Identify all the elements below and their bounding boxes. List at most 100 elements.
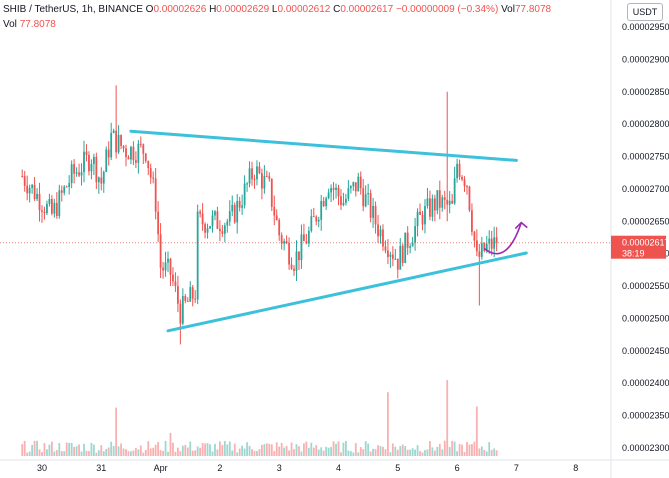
candle-body: [475, 240, 478, 252]
volume-bar: [209, 444, 211, 456]
volume-bar: [60, 451, 63, 456]
volume-bar: [90, 442, 93, 456]
candle-body: [132, 146, 135, 161]
volume-bar: [58, 443, 61, 456]
x-tick-label: 3: [277, 463, 282, 473]
candle-body: [55, 202, 58, 216]
candle-body: [46, 203, 48, 214]
volume-bar: [285, 445, 288, 456]
volume-bar: [483, 450, 486, 456]
candle-body: [134, 160, 137, 163]
candle-body: [221, 231, 224, 234]
volume-bar: [283, 447, 286, 456]
candle-body: [310, 216, 313, 231]
volume-bar: [125, 449, 127, 456]
trendline[interactable]: [129, 129, 518, 162]
candle-body: [70, 164, 73, 184]
candle-body: [63, 186, 66, 193]
volume-bar: [41, 452, 43, 456]
candle-body: [169, 258, 172, 275]
ohlc-legend: SHIB / TetherUS, 1h, BINANCE O0.00002626…: [3, 4, 551, 15]
candle-body: [33, 184, 36, 200]
candle-body: [58, 190, 61, 217]
volume-bar: [85, 450, 88, 456]
volume-bar: [68, 442, 71, 456]
candle-body: [438, 190, 441, 208]
candle-body: [137, 143, 140, 163]
volume-bar: [167, 451, 169, 456]
close-label: C: [333, 4, 341, 15]
candle-body: [493, 237, 496, 249]
candle-body: [362, 188, 365, 207]
volume-bar: [206, 443, 209, 456]
candle-body: [379, 229, 382, 237]
volume-bar: [196, 446, 199, 456]
volume-bar: [177, 447, 179, 456]
candle-body: [433, 198, 436, 211]
volume-bar: [354, 443, 357, 456]
candle-body: [191, 287, 194, 299]
candle-body: [364, 194, 367, 207]
volume-bar: [107, 447, 110, 456]
volume-bar: [248, 445, 251, 456]
y-tick-label: 0.00002500: [622, 314, 669, 324]
candle-body: [458, 163, 461, 177]
volume-bar: [275, 442, 278, 456]
candle-body: [327, 192, 330, 199]
candle-body: [293, 268, 295, 271]
volume-bar: [134, 447, 137, 456]
candle-body: [352, 182, 355, 187]
candle-body: [204, 224, 206, 233]
candle-body: [152, 177, 155, 179]
candle-body: [332, 187, 335, 190]
y-tick-label: 0.00002300: [622, 443, 669, 453]
volume-bar: [416, 445, 419, 456]
candle-body: [23, 176, 26, 186]
volume-bar: [191, 450, 194, 456]
candle-body: [411, 242, 414, 247]
candle-body: [315, 216, 318, 222]
candle-body: [209, 226, 211, 229]
volume-bar: [127, 451, 130, 456]
candle-body: [194, 298, 197, 300]
y-tick-label: 0.00002350: [622, 411, 669, 421]
volume-legend: Vol 77.8078: [3, 19, 56, 30]
candle-body: [347, 188, 350, 199]
candle-body: [478, 251, 481, 257]
volume-bar: [137, 449, 140, 456]
candle-body: [466, 186, 468, 188]
candle-body: [461, 176, 463, 180]
volume-bar: [471, 443, 473, 456]
volume-bar: [31, 444, 34, 456]
candle-body: [120, 135, 122, 146]
volume-bar: [174, 451, 177, 456]
volume-bar: [164, 440, 167, 456]
volume-bar: [429, 441, 431, 456]
candle-body: [495, 237, 498, 243]
candle-body: [179, 303, 182, 324]
candle-body: [48, 199, 51, 204]
candle-body: [480, 243, 483, 257]
volume-bar: [189, 441, 192, 456]
volume-bar: [117, 446, 120, 456]
candle-body: [243, 183, 246, 206]
candle-body: [384, 246, 387, 251]
candle-body: [288, 243, 290, 265]
candle-body: [107, 149, 110, 158]
volume-bar: [38, 449, 41, 456]
candle-body: [261, 173, 263, 189]
trendline[interactable]: [166, 251, 528, 333]
candle-body: [68, 183, 71, 187]
volume-bar: [63, 451, 66, 456]
projection-arrow[interactable]: [483, 222, 523, 255]
volume-bar: [169, 432, 172, 456]
currency-button[interactable]: USDT: [627, 3, 663, 21]
candle-body: [206, 228, 209, 233]
candle-body: [295, 251, 298, 271]
candle-body: [26, 185, 29, 194]
x-tick-label: 30: [37, 463, 47, 473]
candle-body: [401, 245, 404, 263]
candle-body: [50, 199, 53, 214]
candle-body: [354, 182, 357, 192]
